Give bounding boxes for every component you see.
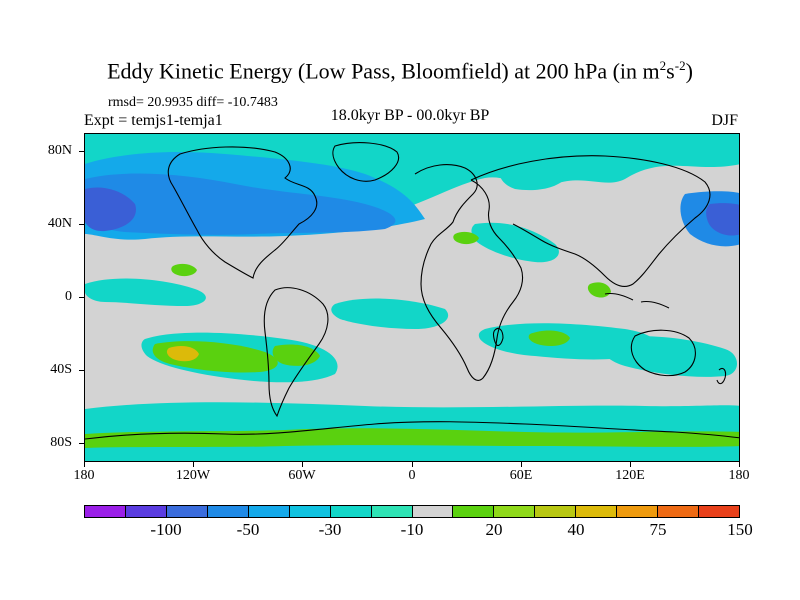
- x-tick-60w: [302, 462, 303, 467]
- colorbar-swatch-14: [658, 506, 700, 517]
- colorbar-swatch-13: [617, 506, 659, 517]
- contour-indian-ocean-green: [528, 330, 570, 346]
- colorbar-swatch-4: [248, 506, 290, 517]
- lat-label-80n: 80N: [47, 143, 72, 158]
- season-label: DJF: [711, 112, 738, 129]
- coast-asia: [470, 155, 711, 287]
- colorbar: [84, 505, 740, 518]
- contour-east-pacific-core: [706, 203, 739, 236]
- colorbar-swatch-15: [699, 506, 739, 517]
- coast-antarctica: [85, 421, 739, 440]
- x-tick-180w: [84, 462, 85, 467]
- x-tick-180e: [739, 462, 740, 467]
- coast-europe-africa: [414, 164, 524, 381]
- y-tick-80s: [79, 443, 84, 444]
- contour-south-america-green: [272, 344, 320, 366]
- x-tick-120e: [630, 462, 631, 467]
- y-tick-40n: [79, 224, 84, 225]
- colorbar-label-150: 150: [727, 520, 753, 539]
- lat-label-40n: 40N: [47, 216, 72, 231]
- colorbar-swatch-9: [453, 506, 495, 517]
- colorbar-swatch-12: [576, 506, 618, 517]
- colorbar-swatch-3: [207, 506, 249, 517]
- lon-label-60e: 60E: [509, 468, 533, 483]
- colorbar-label-neg10: -10: [400, 520, 424, 539]
- colorbar-label-75: 75: [649, 520, 667, 539]
- stats-text: rmsd= 20.9935 diff= -10.7483: [108, 95, 278, 110]
- lon-label-60w: 60W: [288, 468, 316, 483]
- colorbar-swatch-5: [289, 506, 331, 517]
- colorbar-swatch-7: [371, 506, 413, 517]
- coast-new-zealand: [716, 367, 727, 385]
- map-title: Eddy Kinetic Energy (Low Pass, Bloomfiel…: [107, 58, 693, 84]
- map-svg: [85, 134, 739, 461]
- coast-north-america: [167, 146, 318, 279]
- y-tick-40s: [79, 370, 84, 371]
- contour-north-africa-cyan: [471, 222, 559, 263]
- coast-south-america: [263, 287, 329, 418]
- contour-atlantic-tropical-cyan: [331, 298, 449, 329]
- colorbar-swatch-6: [330, 506, 372, 517]
- contour-southern-ocean-green: [85, 428, 739, 448]
- colorbar-swatch-10: [494, 506, 536, 517]
- coast-greenland: [332, 142, 399, 182]
- coastlines: [85, 142, 739, 440]
- y-tick-80n: [79, 151, 84, 152]
- x-tick-60e: [521, 462, 522, 467]
- colorbar-label-neg50: -50: [236, 520, 260, 539]
- lon-label-0: 0: [408, 468, 416, 483]
- contour-pacific-green-small: [171, 263, 197, 277]
- y-tick-0: [79, 297, 84, 298]
- lat-label-80s: 80S: [50, 435, 72, 450]
- lon-label-120w: 120W: [175, 468, 211, 483]
- colorbar-label-neg30: -30: [318, 520, 342, 539]
- colorbar-label-40: 40: [567, 520, 585, 539]
- lat-label-0: 0: [65, 289, 72, 304]
- lon-label-180w: 180: [73, 468, 95, 483]
- contour-south-indian-cyan: [601, 336, 737, 377]
- period-label: 18.0kyr BP - 00.0kyr BP: [330, 107, 490, 124]
- map-panel: [84, 133, 740, 462]
- colorbar-label-20: 20: [485, 520, 503, 539]
- colorbar-label-neg100: -100: [150, 520, 182, 539]
- colorbar-swatch-1: [125, 506, 167, 517]
- contour-europe-green: [453, 231, 479, 245]
- colorbar-swatch-11: [535, 506, 577, 517]
- contour-north-america-blue: [85, 173, 396, 235]
- lon-label-180e: 180: [728, 468, 750, 483]
- x-tick-120w: [193, 462, 194, 467]
- colorbar-swatch-0: [85, 506, 126, 517]
- coast-indonesia: [604, 292, 670, 309]
- lat-label-40s: 40S: [50, 362, 72, 377]
- contour-siberia-cyan: [499, 163, 565, 191]
- contour-north-pacific-blue-dark: [85, 187, 136, 232]
- colorbar-swatch-2: [166, 506, 208, 517]
- coast-australia: [630, 329, 696, 377]
- lon-label-120e: 120E: [615, 468, 645, 483]
- contour-tropics-cyan: [85, 278, 206, 306]
- experiment-label: Expt = temjs1-temja1: [84, 112, 223, 129]
- coast-madagascar: [492, 327, 504, 347]
- x-tick-0: [412, 462, 413, 467]
- colorbar-swatch-8: [412, 506, 454, 517]
- contour-south-pacific-orange: [166, 346, 199, 362]
